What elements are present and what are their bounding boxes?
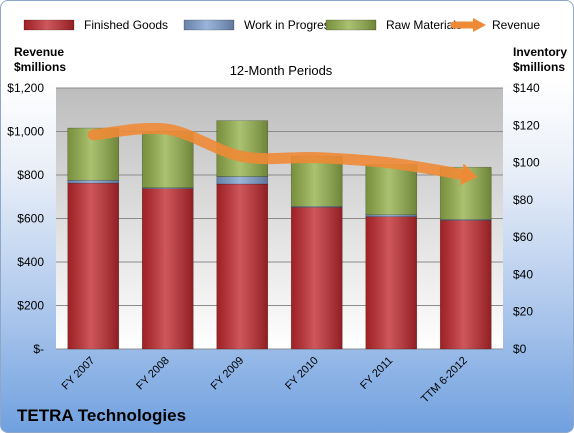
gridlines: [56, 87, 503, 350]
left-tick-label: $1,200: [7, 81, 44, 95]
x-tick-label: FY 2009: [209, 355, 247, 393]
bar-shading: [365, 214, 417, 217]
bar-shading: [142, 187, 194, 189]
right-tick-label: $0: [513, 342, 527, 356]
right-axis-title-line2: $millions: [513, 60, 565, 74]
right-tick-label: $120: [513, 118, 540, 132]
left-tick-label: $-: [33, 342, 44, 356]
right-tick-label: $140: [513, 81, 540, 95]
bar-shading: [291, 207, 343, 349]
bar-shading: [440, 220, 492, 349]
left-tick-label: $200: [17, 299, 44, 313]
left-axis-title-line1: Revenue: [14, 45, 64, 59]
bar-shading: [67, 183, 119, 349]
x-tick-label: TTM 6-2012: [419, 355, 470, 406]
legend-swatch-arrow: [473, 18, 486, 32]
left-tick-label: $1,000: [7, 125, 44, 139]
bar-shading: [216, 184, 268, 349]
legend-label: Finished Goods: [84, 18, 168, 32]
x-tick-label: FY 2011: [358, 355, 395, 392]
revenue-arrowhead: [460, 163, 478, 186]
legend-swatch-shading: [184, 20, 234, 30]
legend-label: Raw Materials: [386, 18, 462, 32]
legend: Finished Goods Work in Progress Raw Materi…: [23, 18, 540, 32]
left-axis-ticks: $- $200 $400 $600 $800 $1,000 $1,200: [7, 81, 44, 356]
bar-shading: [142, 188, 194, 349]
right-tick-label: $100: [513, 156, 540, 170]
x-tick-label: FY 2010: [283, 355, 321, 393]
right-tick-label: $80: [513, 193, 533, 207]
right-tick-label: $60: [513, 230, 533, 244]
x-axis-ticks: FY 2007 FY 2008 FY 2009 FY 2010 FY 2011 TTM 6…: [60, 355, 470, 406]
chart-title: 12-Month Periods: [230, 63, 333, 78]
bar-series: [67, 120, 492, 350]
left-tick-label: $600: [17, 212, 44, 226]
revenue-line: [87, 122, 478, 186]
x-tick-label: FY 2008: [134, 355, 172, 393]
legend-swatch-shading: [326, 20, 376, 30]
left-axis-title-line2: $millions: [14, 60, 66, 74]
left-tick-label: $400: [17, 255, 44, 269]
bar-shading: [365, 164, 417, 215]
bar-shading: [291, 156, 343, 207]
legend-label: Revenue: [492, 18, 540, 32]
legend-label: Work in Progress: [244, 18, 336, 32]
bar-shading: [142, 131, 194, 188]
bar-shading: [291, 206, 343, 208]
bar-shading: [440, 219, 492, 221]
legend-swatch-shading: [24, 20, 74, 30]
x-tick-label: FY 2007: [60, 355, 98, 393]
right-axis-title-line1: Inventory: [513, 45, 567, 59]
revenue-line-path: [87, 122, 472, 181]
right-tick-label: $20: [513, 305, 533, 319]
right-axis-ticks: $0 $20 $40 $60 $80 $100 $120 $140: [513, 81, 540, 356]
bar-shading: [365, 216, 417, 349]
right-tick-label: $40: [513, 267, 533, 281]
bar-shading: [216, 176, 268, 185]
company-name: TETRA Technologies: [17, 406, 187, 425]
bar-shading: [67, 180, 119, 184]
left-tick-label: $800: [17, 168, 44, 182]
